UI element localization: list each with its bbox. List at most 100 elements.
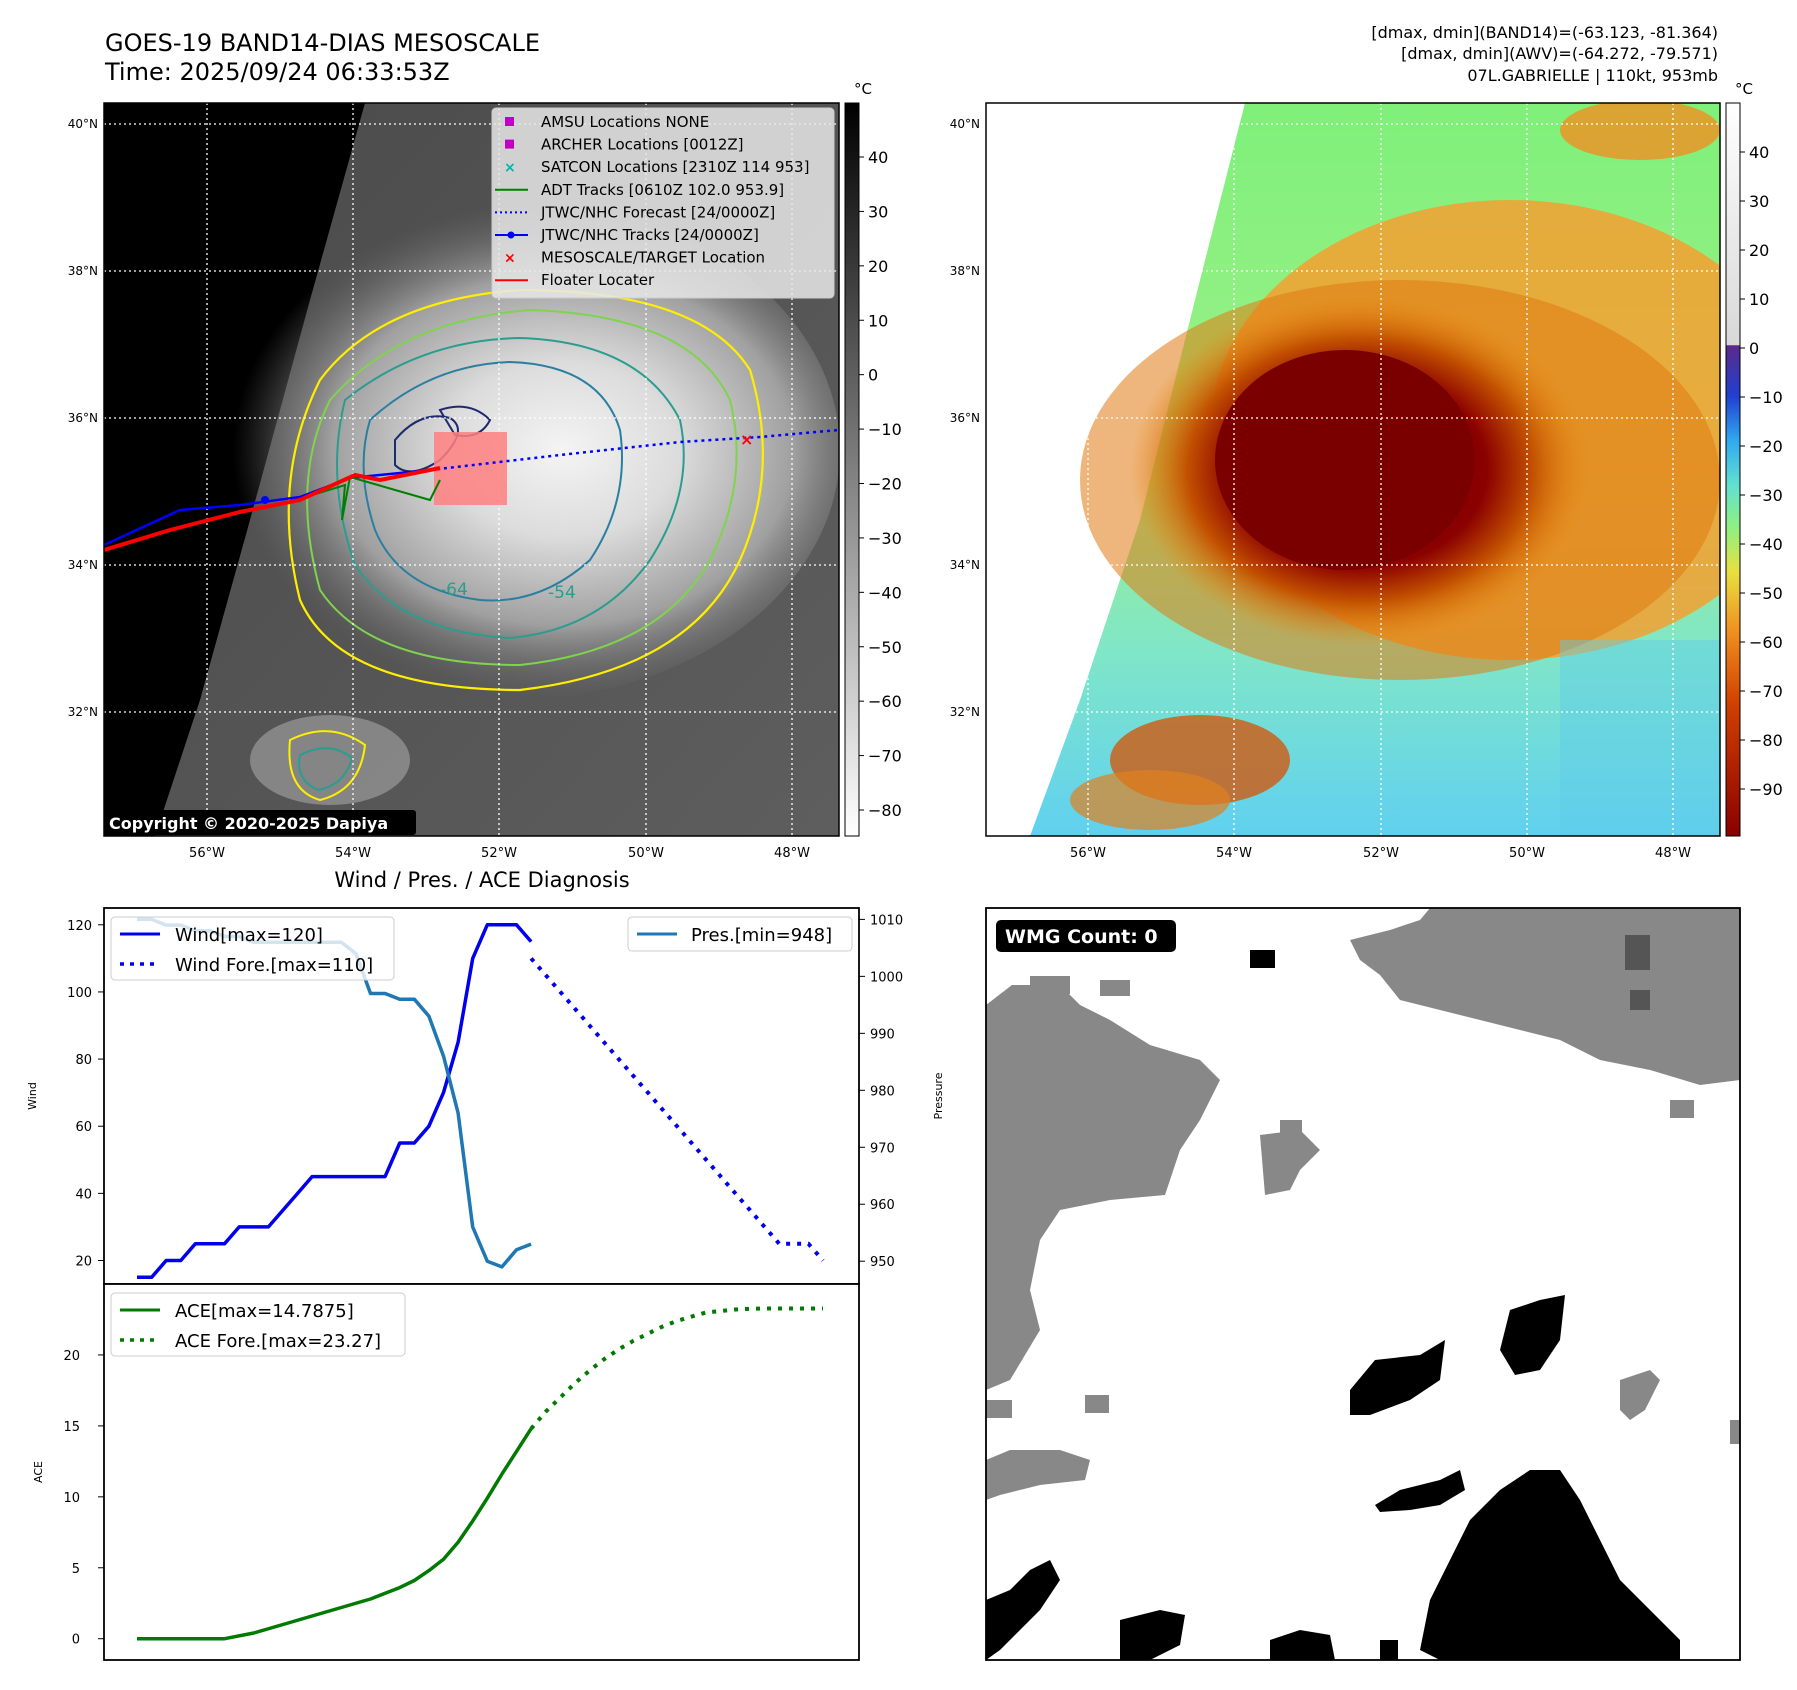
- contour-green: [306, 308, 738, 667]
- colorbar-tick-label: 10: [1749, 290, 1769, 309]
- wind-ytick-label: 60: [75, 1120, 92, 1135]
- awv-frame: [985, 102, 1721, 837]
- colorbar-tick-label: 40: [868, 148, 888, 167]
- dmax-band14: [dmax, dmin](BAND14)=(-63.123, -81.364): [1371, 23, 1718, 42]
- colorbar-tick-label: −90: [1749, 780, 1783, 799]
- ir-lon-label: 54°W: [335, 846, 371, 861]
- colorbar-tick-label: −20: [868, 475, 902, 494]
- awv-lon-label: 52°W: [1363, 846, 1399, 861]
- floater-track: [104, 466, 441, 552]
- ir-lat-label: 38°N: [68, 264, 98, 278]
- awv-lat-label: 32°N: [950, 705, 980, 719]
- awv-lon-label: 56°W: [1070, 846, 1106, 861]
- mesoscale-target-marker: ×: [740, 430, 753, 449]
- pressure-ytick-label: 1010: [870, 913, 903, 928]
- ir-storm-clouds: [180, 200, 839, 700]
- ir-lat-label: 36°N: [68, 411, 98, 425]
- ace-series-line: [137, 1427, 533, 1641]
- legend-ace: ACE[max=14.7875]: [175, 1301, 354, 1322]
- legend-label: JTWC/NHC Forecast [24/0000Z]: [540, 203, 775, 221]
- wind-series-line: [137, 923, 533, 1280]
- awv-lon-label: 54°W: [1216, 846, 1252, 861]
- wmg-gray-regions: [986, 908, 1740, 1500]
- ir-colorbar-unit: °C: [854, 80, 872, 98]
- contour-label-64: -64: [440, 580, 468, 600]
- legend-pressure: Pres.[min=948]: [691, 925, 832, 946]
- colorbar-tick-label: −70: [868, 747, 902, 766]
- legend-marker: [507, 231, 515, 239]
- ir-lat-label: 34°N: [68, 558, 98, 572]
- colorbar-tick-label: −60: [1749, 633, 1783, 652]
- wmg-badge-text: WMG Count: 0: [1005, 926, 1158, 948]
- ir-frame: [103, 102, 840, 837]
- colorbar-tick-label: −20: [1749, 437, 1783, 456]
- ace-ytick-label: 10: [63, 1491, 80, 1506]
- legend-ace-fore: ACE Fore.[max=23.27]: [175, 1331, 381, 1352]
- ace-panel: ACE 0 5 10 15 20 ACE[max=14.7875] ACE Fore.[…: [32, 1283, 860, 1661]
- adt-track: [279, 475, 441, 521]
- pressure-legend: Pres.[min=948]: [627, 916, 853, 952]
- legend-label: ADT Tracks [0610Z 102.0 953.9]: [541, 181, 784, 199]
- ir-legend-item: JTWC/NHC Forecast [24/0000Z]: [495, 203, 775, 221]
- ir-lon-label: 48°W: [774, 846, 810, 861]
- figure-title: GOES-19 BAND14-DIAS MESOSCALE: [105, 29, 540, 57]
- colorbar-tick-label: −70: [1749, 682, 1783, 701]
- pressure-ytick-label: 980: [870, 1084, 895, 1099]
- awv-lat-label: 36°N: [950, 411, 980, 425]
- wind-ylabel: Wind: [26, 1082, 39, 1110]
- awv-colorbar-unit: °C: [1735, 80, 1753, 98]
- ir-legend: AMSU Locations NONE ARCHER Locations [001…: [491, 107, 835, 299]
- colorbar-tick-label: 20: [1749, 241, 1769, 260]
- awv-lon-label: 48°W: [1655, 846, 1691, 861]
- legend-label: SATCON Locations [2310Z 114 953]: [541, 158, 809, 176]
- colorbar-tick-label: 10: [868, 311, 888, 330]
- pressure-ytick-label: 960: [870, 1198, 895, 1213]
- awv-lat-label: 34°N: [950, 558, 980, 572]
- pressure-ytick-label: 950: [870, 1255, 895, 1270]
- awv-lat-label: 40°N: [950, 117, 980, 131]
- copyright-text: Copyright © 2020-2025 Dapiya: [109, 814, 388, 833]
- awv-lon-label: 50°W: [1509, 846, 1545, 861]
- wind-legend: Wind[max=120] Wind Fore.[max=110]: [110, 916, 395, 981]
- legend-label: Floater Locater: [541, 271, 655, 289]
- ace-ytick-label: 5: [72, 1562, 80, 1577]
- ir-legend-item: × SATCON Locations [2310Z 114 953]: [504, 158, 809, 176]
- contour-teal-inner: [362, 360, 623, 602]
- ace-ytick-label: 20: [63, 1349, 80, 1364]
- ir-lon-label: 56°W: [189, 846, 225, 861]
- wmg-frame: [985, 907, 1741, 1661]
- dmax-awv: [dmax, dmin](AWV)=(-64.272, -79.571): [1401, 44, 1718, 63]
- colorbar-tick-label: −80: [868, 801, 902, 820]
- colorbar-tick-label: 20: [868, 257, 888, 276]
- colorbar-tick-label: −30: [1749, 486, 1783, 505]
- legend-label: MESOSCALE/TARGET Location: [541, 249, 765, 267]
- colorbar-tick-label: −80: [1749, 731, 1783, 750]
- colorbar-tick-label: 0: [868, 366, 878, 385]
- ir-legend-item: × MESOSCALE/TARGET Location: [504, 249, 765, 267]
- colorbar-tick-label: −40: [868, 583, 902, 602]
- ir-lat-label: 40°N: [68, 117, 98, 131]
- ace-ylabel: ACE: [32, 1461, 45, 1483]
- pressure-ytick-label: 1000: [870, 970, 903, 985]
- ir-legend-item: ARCHER Locations [0012Z]: [505, 136, 744, 154]
- ir-lon-label: 52°W: [481, 846, 517, 861]
- legend-marker: ×: [504, 160, 516, 176]
- colorbar-tick-label: 40: [1749, 143, 1769, 162]
- colorbar-tick-label: 30: [868, 202, 888, 221]
- jtwc-track-point: [261, 496, 269, 504]
- ir-legend-item: JTWC/NHC Tracks [24/0000Z]: [495, 226, 759, 244]
- ir-legend-item: AMSU Locations NONE: [505, 113, 709, 131]
- wmg-black-regions: [986, 950, 1680, 1660]
- legend-marker: ×: [504, 251, 516, 267]
- wmg-badge: [996, 920, 1176, 952]
- figure-time: Time: 2025/09/24 06:33:53Z: [104, 58, 450, 86]
- wind-ytick-label: 40: [75, 1187, 92, 1202]
- awv-lat-label: 38°N: [950, 264, 980, 278]
- contour-label-54: -54: [548, 583, 576, 603]
- ir-lat-label: 32°N: [68, 705, 98, 719]
- colorbar-tick-label: −40: [1749, 535, 1783, 554]
- pressure-ytick-label: 990: [870, 1027, 895, 1042]
- pressure-ylabel: Pressure: [932, 1072, 945, 1119]
- jtwc-forecast: [429, 428, 839, 472]
